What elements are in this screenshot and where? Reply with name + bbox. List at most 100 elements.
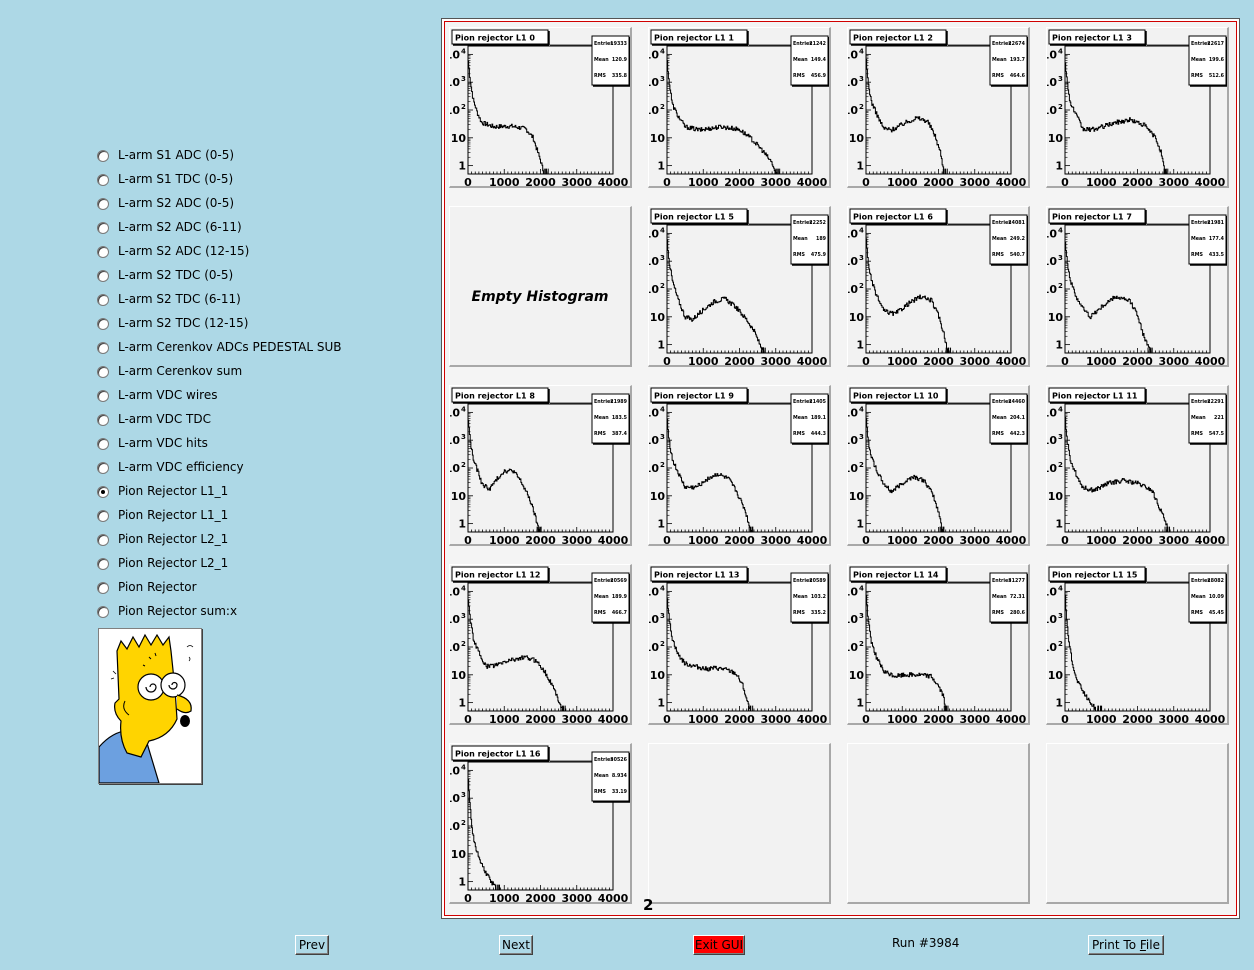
radio-option[interactable]: Pion Rejector xyxy=(97,578,427,598)
radio-button[interactable] xyxy=(97,534,109,546)
exit-gui-button[interactable]: Exit GUI xyxy=(693,935,745,955)
radio-option[interactable]: Pion Rejector L2_1 xyxy=(97,530,427,550)
radio-button[interactable] xyxy=(97,150,109,162)
radio-button[interactable] xyxy=(97,342,109,354)
radio-option[interactable]: L-arm S2 TDC (12-15) xyxy=(97,314,427,334)
blank-pad[interactable] xyxy=(1046,743,1229,904)
stats-value: 31277 xyxy=(1008,578,1025,584)
radio-label: L-arm VDC hits xyxy=(118,436,208,450)
stats-value: 21242 xyxy=(809,41,826,47)
stats-label: RMS xyxy=(793,610,805,616)
y-tick-exponent: 4 xyxy=(1058,226,1063,234)
y-tick-exponent: 3 xyxy=(1058,254,1063,262)
histogram-pad[interactable]: 01000200030004000110102103104Pion reject… xyxy=(847,27,1030,188)
y-tick-label: 10 xyxy=(1047,227,1057,240)
histogram-pad[interactable]: 01000200030004000110102103104Pion reject… xyxy=(1046,564,1229,725)
radio-option[interactable]: L-arm S2 ADC (12-15) xyxy=(97,242,427,262)
x-tick-label: 3000 xyxy=(959,534,990,546)
histogram-pad[interactable]: 01000200030004000110102103104Pion reject… xyxy=(449,27,632,188)
histogram-pad[interactable]: 01000200030004000110102103104Pion reject… xyxy=(1046,385,1229,546)
radio-option[interactable]: L-arm Cerenkov sum xyxy=(97,362,427,382)
blank-pad[interactable] xyxy=(648,743,831,904)
histogram-pad[interactable]: 01000200030004000110102103104Pion reject… xyxy=(449,743,632,904)
radio-button[interactable] xyxy=(97,510,109,522)
histogram-line xyxy=(866,58,945,175)
stats-value: 21989 xyxy=(610,399,627,405)
print-to-file-button[interactable]: Print To File xyxy=(1088,935,1164,955)
radio-button[interactable] xyxy=(97,438,109,450)
y-tick-exponent: 4 xyxy=(859,226,864,234)
histogram-pad[interactable]: 01000200030004000110102103104Pion reject… xyxy=(847,206,1030,367)
y-tick-exponent: 3 xyxy=(859,433,864,441)
y-tick-exponent: 3 xyxy=(461,433,466,441)
radio-button[interactable] xyxy=(97,414,109,426)
radio-button[interactable] xyxy=(97,606,109,618)
histogram-canvas[interactable]: 01000200030004000110102103104Pion reject… xyxy=(441,18,1240,919)
radio-button[interactable] xyxy=(97,318,109,330)
radio-option[interactable]: L-arm VDC TDC xyxy=(97,410,427,430)
radio-button[interactable] xyxy=(97,270,109,282)
x-tick-label: 4000 xyxy=(996,176,1027,188)
y-tick-label: 1 xyxy=(657,697,665,710)
y-tick-label: 10 xyxy=(848,255,858,268)
radio-button[interactable] xyxy=(97,582,109,594)
histogram-pad[interactable]: 01000200030004000110102103104Pion reject… xyxy=(648,206,831,367)
radio-option[interactable]: L-arm VDC wires xyxy=(97,386,427,406)
radio-option[interactable]: Pion Rejector L1_1 xyxy=(97,506,427,526)
stats-label: RMS xyxy=(1191,610,1203,616)
radio-option[interactable]: L-arm S2 TDC (6-11) xyxy=(97,290,427,310)
radio-option[interactable]: Pion Rejector L1_1 xyxy=(97,482,427,502)
radio-option[interactable]: L-arm VDC hits xyxy=(97,434,427,454)
x-tick-label: 0 xyxy=(663,355,671,367)
x-tick-label: 0 xyxy=(862,355,870,367)
title-box xyxy=(849,566,947,582)
radio-option[interactable]: L-arm S2 TDC (0-5) xyxy=(97,266,427,286)
stats-value: 193.7 xyxy=(1010,57,1025,63)
radio-button[interactable] xyxy=(97,246,109,258)
y-tick-label: 10 xyxy=(848,104,858,117)
stats-label: RMS xyxy=(793,73,805,79)
histogram-pad[interactable]: 01000200030004000110102103104Pion reject… xyxy=(449,385,632,546)
radio-button[interactable] xyxy=(97,366,109,378)
y-tick-label: 1 xyxy=(657,339,665,352)
plot-frame xyxy=(666,403,813,533)
stats-box xyxy=(989,214,1028,265)
radio-option[interactable]: L-arm S1 TDC (0-5) xyxy=(97,170,427,190)
radio-button[interactable] xyxy=(97,174,109,186)
stats-label: Mean xyxy=(992,57,1007,63)
radio-button[interactable] xyxy=(97,462,109,474)
radio-label: Pion Rejector L2_1 xyxy=(118,556,229,570)
histogram-pad[interactable]: 01000200030004000110102103104Pion reject… xyxy=(648,564,831,725)
x-tick-label: 2000 xyxy=(1122,534,1153,546)
radio-option[interactable]: L-arm VDC efficiency xyxy=(97,458,427,478)
histogram-pad[interactable]: 01000200030004000110102103104Pion reject… xyxy=(847,564,1030,725)
radio-button[interactable] xyxy=(97,294,109,306)
prev-button[interactable]: Prev xyxy=(295,935,329,955)
histogram-pad[interactable]: 01000200030004000110102103104Pion reject… xyxy=(648,385,831,546)
y-tick-label: 10 xyxy=(649,48,659,61)
radio-button[interactable] xyxy=(97,390,109,402)
histogram-pad[interactable]: 01000200030004000110102103104Pion reject… xyxy=(1046,206,1229,367)
y-tick-exponent: 2 xyxy=(461,640,466,648)
radio-option[interactable]: L-arm S1 ADC (0-5) xyxy=(97,146,427,166)
radio-button[interactable] xyxy=(97,486,109,498)
empty-histogram-pad[interactable]: Empty Histogram xyxy=(449,206,632,367)
histogram-pad[interactable]: 01000200030004000110102103104Pion reject… xyxy=(648,27,831,188)
radio-option[interactable]: L-arm S2 ADC (6-11) xyxy=(97,218,427,238)
histogram-pad[interactable]: 01000200030004000110102103104Pion reject… xyxy=(1046,27,1229,188)
stats-value: 335.2 xyxy=(811,610,826,616)
radio-option[interactable]: L-arm S2 ADC (0-5) xyxy=(97,194,427,214)
radio-button[interactable] xyxy=(97,222,109,234)
blank-pad[interactable] xyxy=(847,743,1030,904)
radio-option[interactable]: Pion Rejector sum:x xyxy=(97,602,427,622)
radio-option[interactable]: Pion Rejector L2_1 xyxy=(97,554,427,574)
y-tick-exponent: 2 xyxy=(1058,282,1063,290)
plot-frame xyxy=(1064,45,1211,175)
next-button[interactable]: Next xyxy=(499,935,533,955)
radio-button[interactable] xyxy=(97,198,109,210)
radio-option[interactable]: L-arm Cerenkov ADCs PEDESTAL SUB xyxy=(97,338,427,358)
histogram-pad[interactable]: 01000200030004000110102103104Pion reject… xyxy=(847,385,1030,546)
histogram-plot: 01000200030004000110102103104Pion reject… xyxy=(848,208,1028,367)
radio-button[interactable] xyxy=(97,558,109,570)
histogram-pad[interactable]: 01000200030004000110102103104Pion reject… xyxy=(449,564,632,725)
